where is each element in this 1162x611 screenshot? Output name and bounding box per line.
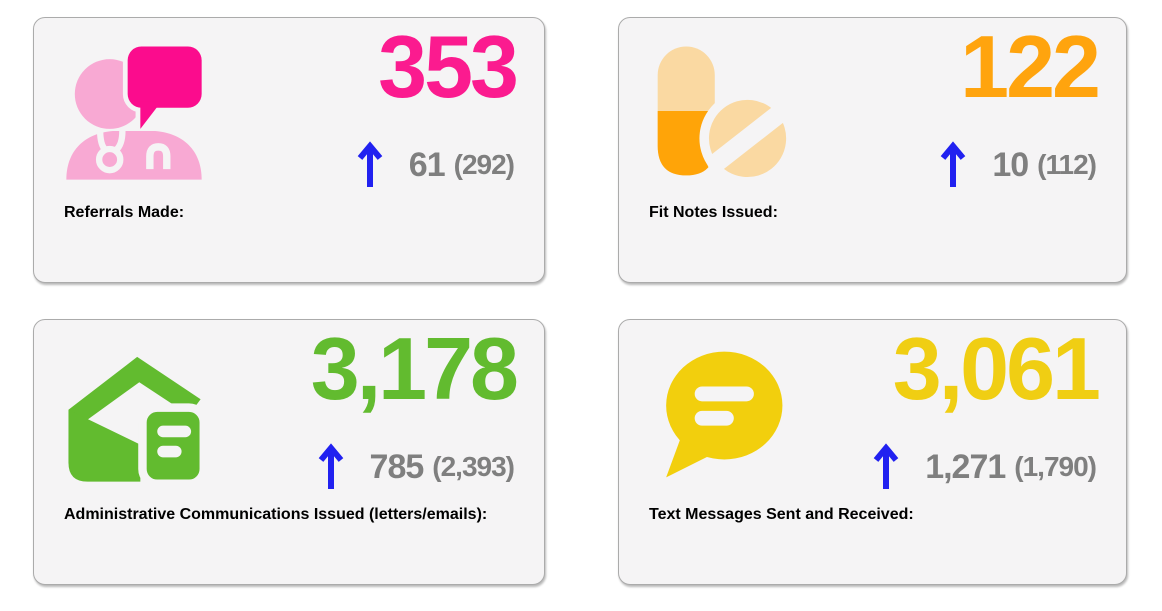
- kpi-card-text-messages[interactable]: 3,061 1,271 (1,790) Text Messages Sent a…: [618, 319, 1127, 585]
- kpi-trend-row: 10 (112): [940, 138, 1097, 192]
- kpi-value: 122: [960, 17, 1101, 116]
- up-arrow-icon: [873, 443, 899, 489]
- up-arrow-icon: [941, 141, 966, 187]
- kpi-previous-value: (292): [453, 149, 515, 180]
- up-arrow-icon: [318, 443, 343, 489]
- kpi-label: Administrative Communications Issued (le…: [64, 506, 488, 523]
- kpi-value: 353: [378, 17, 519, 116]
- house-document-icon: [60, 340, 208, 488]
- pills-icon: [645, 38, 796, 187]
- kpi-label: Text Messages Sent and Received:: [649, 506, 914, 523]
- kpi-previous-value: (1,790): [1014, 451, 1097, 482]
- clinician-chat-icon: [60, 38, 208, 186]
- kpi-card-grid: 353 61 (292) Referrals Made: 122: [33, 17, 1127, 585]
- kpi-label: Referrals Made:: [64, 204, 185, 221]
- kpi-delta: 785: [369, 447, 425, 486]
- kpi-label: Fit Notes Issued:: [649, 204, 778, 221]
- kpi-delta: 61: [408, 145, 446, 184]
- kpi-previous-value: (2,393): [432, 451, 515, 482]
- kpi-trend-row: 61 (292): [357, 138, 515, 192]
- kpi-value: 3,178: [310, 319, 519, 418]
- kpi-card-referrals-made[interactable]: 353 61 (292) Referrals Made:: [33, 17, 545, 283]
- kpi-delta: 10: [992, 145, 1029, 184]
- kpi-card-fit-notes-issued[interactable]: 122 10 (112) Fit Notes Issued:: [618, 17, 1127, 283]
- chat-bubble-icon: [645, 340, 793, 488]
- kpi-trend-row: 785 (2,393): [318, 440, 515, 494]
- kpi-trend-row: 1,271 (1,790): [873, 440, 1097, 494]
- kpi-card-admin-communications[interactable]: 3,178 785 (2,393) Administrative Communi…: [33, 319, 545, 585]
- kpi-delta: 1,271: [925, 447, 1006, 486]
- kpi-value: 3,061: [892, 319, 1101, 418]
- up-arrow-icon: [357, 141, 383, 187]
- kpi-previous-value: (112): [1037, 149, 1097, 180]
